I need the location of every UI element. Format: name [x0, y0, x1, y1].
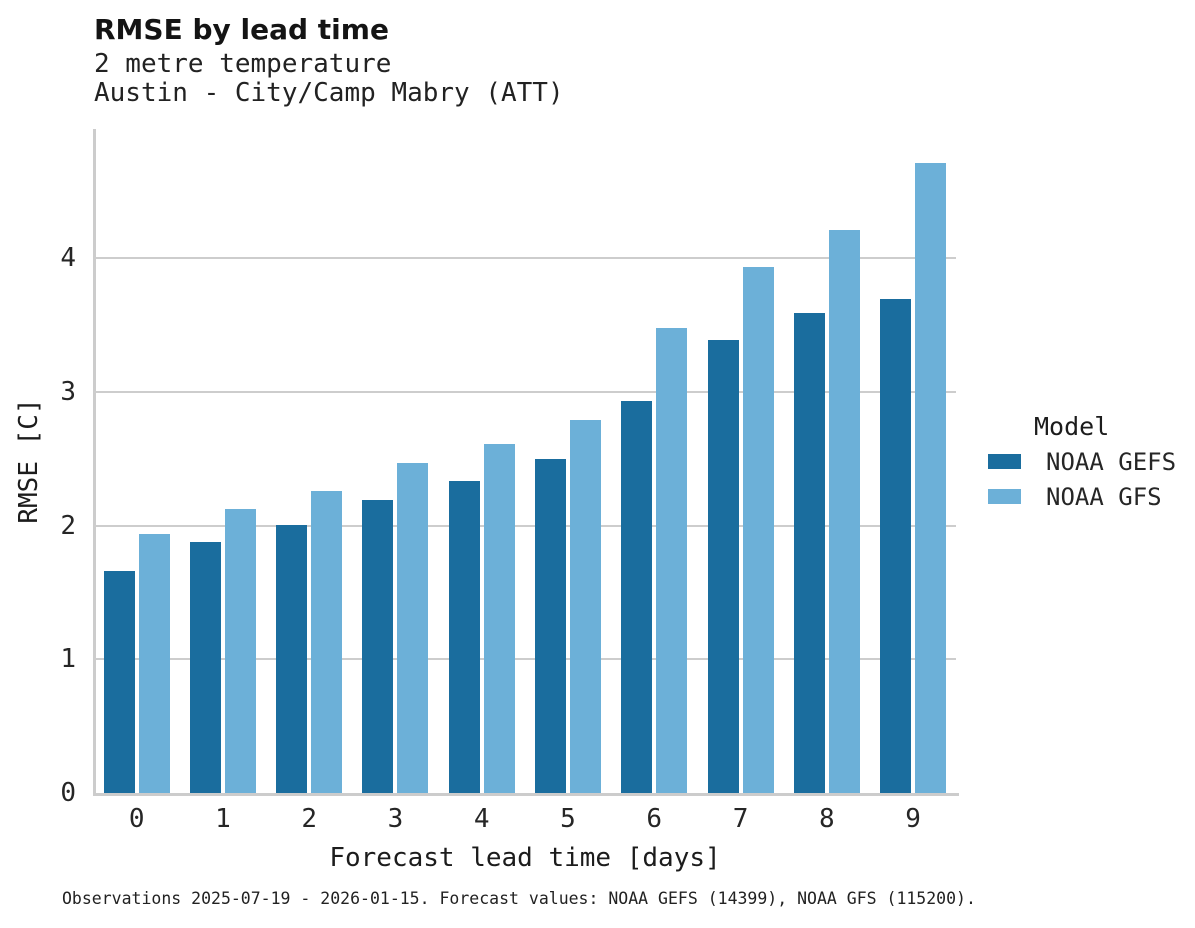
bar-noaa-gefs-day-9	[880, 299, 912, 793]
bar-noaa-gfs-day-0	[138, 534, 170, 793]
bar-noaa-gefs-day-5	[535, 459, 566, 793]
bar-noaa-gfs-day-9	[915, 163, 947, 793]
gridline-y-3	[94, 390, 956, 393]
x-tick-label-3: 3	[387, 804, 404, 834]
x-tick-label-7: 7	[732, 804, 749, 834]
plot-area	[94, 130, 956, 793]
x-tick-label-5: 5	[560, 804, 576, 834]
bar-noaa-gefs-day-6	[621, 401, 653, 793]
y-axis-label: RMSE [C]	[14, 398, 44, 524]
bar-noaa-gfs-day-7	[742, 267, 774, 793]
bar-noaa-gefs-day-1	[189, 542, 221, 793]
x-tick-label-9: 9	[905, 804, 921, 834]
x-tick-label-4: 4	[473, 804, 490, 834]
x-tick-label-0: 0	[128, 804, 145, 834]
bar-noaa-gefs-day-7	[707, 340, 739, 793]
bar-noaa-gfs-day-8	[828, 230, 860, 793]
bar-noaa-gefs-day-2	[276, 525, 308, 793]
y-tick-label-2: 2	[60, 510, 76, 541]
bar-noaa-gfs-day-1	[224, 509, 256, 793]
x-axis-spine	[93, 793, 959, 796]
bar-noaa-gefs-day-0	[103, 571, 135, 793]
legend-item-label-noaa-gfs: NOAA GFS	[1046, 483, 1162, 511]
x-tick-label-6: 6	[646, 804, 663, 834]
x-tick-label-8: 8	[818, 804, 835, 834]
bar-noaa-gfs-day-3	[397, 463, 429, 793]
bar-noaa-gefs-day-8	[793, 313, 825, 793]
legend-swatch-noaa-gfs	[988, 489, 1021, 504]
x-tick-label-1: 1	[215, 804, 231, 834]
bar-noaa-gefs-day-4	[448, 481, 480, 793]
bar-noaa-gfs-day-6	[656, 328, 688, 793]
x-tick-label-2: 2	[301, 804, 318, 834]
bar-noaa-gfs-day-5	[570, 420, 601, 793]
bar-noaa-gfs-day-4	[483, 444, 515, 793]
y-tick-label-4: 4	[60, 243, 76, 273]
y-tick-label-0: 0	[60, 778, 76, 808]
chart-footnote: Observations 2025-07-19 - 2026-01-15. Fo…	[62, 889, 976, 908]
gridline-y-1	[94, 658, 956, 661]
x-axis-label: Forecast lead time [days]	[329, 843, 721, 873]
chart-subtitle-line1: 2 metre temperature	[94, 49, 392, 79]
gridline-y-4	[94, 257, 956, 259]
y-axis-spine	[93, 129, 96, 796]
legend-item-label-noaa-gefs: NOAA GEFS	[1046, 448, 1177, 476]
y-tick-label-1: 1	[60, 644, 76, 675]
gridline-y-2	[94, 524, 956, 527]
legend-title: Model	[1034, 412, 1110, 441]
bar-noaa-gefs-day-3	[362, 500, 394, 793]
chart-subtitle-line2: Austin - City/Camp Mabry (ATT)	[94, 78, 564, 108]
y-tick-label-3: 3	[60, 376, 76, 407]
legend-swatch-noaa-gefs	[988, 454, 1021, 469]
bar-noaa-gfs-day-2	[311, 491, 343, 793]
chart-title: RMSE by lead time	[94, 13, 389, 46]
